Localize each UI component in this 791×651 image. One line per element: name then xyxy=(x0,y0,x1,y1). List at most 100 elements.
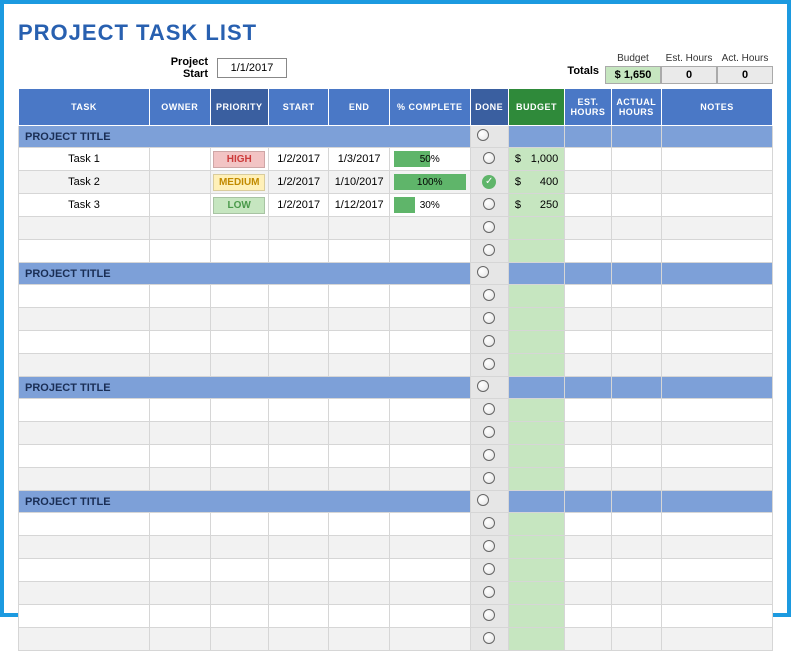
owner-cell[interactable] xyxy=(150,308,210,331)
start-cell[interactable] xyxy=(268,331,328,354)
owner-cell[interactable] xyxy=(150,536,210,559)
priority-cell[interactable]: LOW xyxy=(210,194,268,217)
owner-cell[interactable] xyxy=(150,354,210,377)
priority-cell[interactable] xyxy=(210,536,268,559)
task-cell[interactable] xyxy=(19,217,150,240)
done-cell[interactable] xyxy=(470,399,508,422)
pct-cell[interactable] xyxy=(389,354,470,377)
notes-cell[interactable] xyxy=(662,559,773,582)
start-cell[interactable] xyxy=(268,422,328,445)
end-cell[interactable] xyxy=(329,582,389,605)
budget-cell[interactable] xyxy=(508,582,564,605)
acthours-cell[interactable] xyxy=(611,171,661,194)
done-cell[interactable] xyxy=(470,240,508,263)
owner-cell[interactable] xyxy=(150,605,210,628)
end-cell[interactable] xyxy=(329,468,389,491)
pct-cell[interactable] xyxy=(389,513,470,536)
budget-cell[interactable] xyxy=(508,354,564,377)
owner-cell[interactable] xyxy=(150,582,210,605)
esthours-cell[interactable] xyxy=(565,194,611,217)
owner-cell[interactable] xyxy=(150,194,210,217)
budget-cell[interactable]: $250 xyxy=(508,194,564,217)
esthours-cell[interactable] xyxy=(565,240,611,263)
done-cell[interactable] xyxy=(470,126,508,148)
owner-cell[interactable] xyxy=(150,559,210,582)
esthours-cell[interactable] xyxy=(565,331,611,354)
done-cell[interactable] xyxy=(470,605,508,628)
budget-cell[interactable]: $1,000 xyxy=(508,148,564,171)
priority-cell[interactable] xyxy=(210,285,268,308)
notes-cell[interactable] xyxy=(662,536,773,559)
task-cell[interactable] xyxy=(19,308,150,331)
done-cell[interactable]: ✓ xyxy=(470,171,508,194)
end-cell[interactable] xyxy=(329,331,389,354)
start-cell[interactable] xyxy=(268,605,328,628)
end-cell[interactable] xyxy=(329,628,389,651)
esthours-cell[interactable] xyxy=(565,399,611,422)
esthours-cell[interactable] xyxy=(565,559,611,582)
pct-cell[interactable] xyxy=(389,217,470,240)
pct-cell[interactable] xyxy=(389,422,470,445)
budget-cell[interactable] xyxy=(508,628,564,651)
task-cell[interactable] xyxy=(19,285,150,308)
budget-cell[interactable] xyxy=(508,308,564,331)
owner-cell[interactable] xyxy=(150,171,210,194)
notes-cell[interactable] xyxy=(662,217,773,240)
priority-cell[interactable] xyxy=(210,399,268,422)
priority-cell[interactable] xyxy=(210,513,268,536)
owner-cell[interactable] xyxy=(150,513,210,536)
done-cell[interactable] xyxy=(470,445,508,468)
start-cell[interactable] xyxy=(268,468,328,491)
done-cell[interactable] xyxy=(470,285,508,308)
owner-cell[interactable] xyxy=(150,445,210,468)
start-cell[interactable] xyxy=(268,536,328,559)
done-cell[interactable] xyxy=(470,148,508,171)
owner-cell[interactable] xyxy=(150,285,210,308)
acthours-cell[interactable] xyxy=(611,354,661,377)
owner-cell[interactable] xyxy=(150,217,210,240)
pct-cell[interactable] xyxy=(389,399,470,422)
notes-cell[interactable] xyxy=(662,148,773,171)
acthours-cell[interactable] xyxy=(611,536,661,559)
esthours-cell[interactable] xyxy=(565,354,611,377)
owner-cell[interactable] xyxy=(150,628,210,651)
notes-cell[interactable] xyxy=(662,605,773,628)
priority-cell[interactable] xyxy=(210,240,268,263)
project-start-input[interactable] xyxy=(217,58,287,78)
start-cell[interactable] xyxy=(268,513,328,536)
esthours-cell[interactable] xyxy=(565,308,611,331)
done-cell[interactable] xyxy=(470,354,508,377)
budget-cell[interactable] xyxy=(508,445,564,468)
pct-cell[interactable] xyxy=(389,582,470,605)
notes-cell[interactable] xyxy=(662,582,773,605)
acthours-cell[interactable] xyxy=(611,422,661,445)
end-cell[interactable] xyxy=(329,217,389,240)
end-cell[interactable] xyxy=(329,605,389,628)
task-cell[interactable]: Task 2 xyxy=(19,171,150,194)
done-cell[interactable] xyxy=(470,513,508,536)
start-cell[interactable] xyxy=(268,240,328,263)
notes-cell[interactable] xyxy=(662,445,773,468)
notes-cell[interactable] xyxy=(662,308,773,331)
budget-cell[interactable] xyxy=(508,513,564,536)
owner-cell[interactable] xyxy=(150,240,210,263)
pct-cell[interactable]: 100% xyxy=(389,171,470,194)
task-cell[interactable] xyxy=(19,582,150,605)
task-cell[interactable] xyxy=(19,422,150,445)
done-cell[interactable] xyxy=(470,194,508,217)
task-cell[interactable] xyxy=(19,399,150,422)
priority-cell[interactable] xyxy=(210,331,268,354)
done-cell[interactable] xyxy=(470,377,508,399)
priority-cell[interactable] xyxy=(210,445,268,468)
budget-cell[interactable] xyxy=(508,422,564,445)
notes-cell[interactable] xyxy=(662,468,773,491)
pct-cell[interactable]: 50% xyxy=(389,148,470,171)
esthours-cell[interactable] xyxy=(565,605,611,628)
start-cell[interactable]: 1/2/2017 xyxy=(268,148,328,171)
esthours-cell[interactable] xyxy=(565,445,611,468)
esthours-cell[interactable] xyxy=(565,285,611,308)
notes-cell[interactable] xyxy=(662,194,773,217)
end-cell[interactable]: 1/3/2017 xyxy=(329,148,389,171)
notes-cell[interactable] xyxy=(662,513,773,536)
done-cell[interactable] xyxy=(470,491,508,513)
